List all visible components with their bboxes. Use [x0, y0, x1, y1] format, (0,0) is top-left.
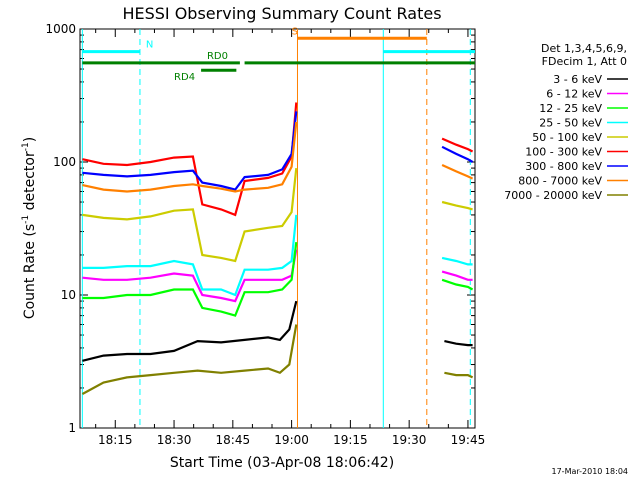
flag-label-n: N — [146, 40, 153, 51]
legend-entry-label: 6 - 12 keV — [546, 88, 602, 101]
legend: Det 1,3,4,5,6,9, FDecim 1, Att 0 3 - 6 k… — [504, 42, 628, 202]
y-tick-label: 100 — [53, 155, 76, 169]
series-line — [444, 340, 473, 347]
legend-entry-label: 50 - 100 keV — [532, 131, 602, 144]
series-line — [82, 121, 298, 193]
series-line — [441, 163, 474, 180]
series-line — [82, 249, 298, 303]
y-axis-label: Count Rate (s-1 detector-1) — [21, 137, 38, 319]
legend-entry-label: 3 - 6 keV — [553, 73, 602, 86]
series-line — [81, 324, 298, 395]
x-axis-label: Start Time (03-Apr-08 18:06:42) — [170, 455, 394, 471]
series-line — [82, 241, 298, 317]
plot-area: 1 10 100 1000 18:15 18:30 18:45 19:00 19:15 19:30… — [45, 22, 485, 447]
x-tick-label: 19:30 — [392, 433, 427, 447]
y-axis-label-sup2: -1 — [21, 142, 31, 151]
series-line — [82, 167, 298, 263]
chart-title: HESSI Observing Summary Count Rates — [122, 4, 441, 23]
flag-label-rd4: RD4 — [174, 72, 195, 83]
series-line — [82, 214, 298, 297]
x-tick-label: 18:30 — [157, 433, 192, 447]
footer-stamp: 17-Mar-2010 18:04 — [552, 467, 629, 476]
y-tick-label: 1 — [68, 421, 76, 435]
series-line — [441, 145, 474, 163]
series-line — [441, 137, 474, 153]
x-tick-label: 18:45 — [216, 433, 251, 447]
series-line — [441, 256, 473, 266]
series-line — [82, 102, 298, 217]
x-tick-label: 19:15 — [333, 433, 368, 447]
legend-header-2: FDecim 1, Att 0 — [542, 55, 627, 68]
flag-label-rd0: RD0 — [207, 51, 228, 62]
series-line — [82, 111, 298, 191]
x-tick-label: 19:00 — [274, 433, 309, 447]
y-tick-label: 1000 — [45, 22, 76, 36]
legend-entry-label: 100 - 300 keV — [525, 146, 602, 159]
flag-label-s: S — [292, 26, 298, 37]
series-line — [441, 270, 473, 281]
y-axis-label-mid: detector — [22, 151, 38, 215]
series-line — [441, 278, 474, 291]
x-tick-label: 19:45 — [451, 433, 486, 447]
legend-entry-label: 25 - 50 keV — [539, 117, 602, 130]
legend-header-1: Det 1,3,4,5,6,9, — [541, 42, 627, 55]
y-axis-label-end: ) — [22, 137, 38, 142]
y-tick-label: 10 — [61, 288, 76, 302]
legend-entry-label: 12 - 25 keV — [539, 102, 602, 115]
series-line — [444, 371, 474, 379]
legend-entry-label: 800 - 7000 keV — [518, 175, 602, 188]
series-line — [441, 200, 473, 211]
legend-entry-label: 7000 - 20000 keV — [504, 189, 602, 202]
x-tick-label: 18:15 — [98, 433, 133, 447]
y-axis-label-main: Count Rate (s — [22, 224, 38, 319]
plot-frame — [79, 28, 476, 429]
legend-entry-label: 300 - 800 keV — [525, 160, 602, 173]
series-line — [82, 300, 298, 362]
y-axis-label-sup1: -1 — [21, 215, 31, 224]
